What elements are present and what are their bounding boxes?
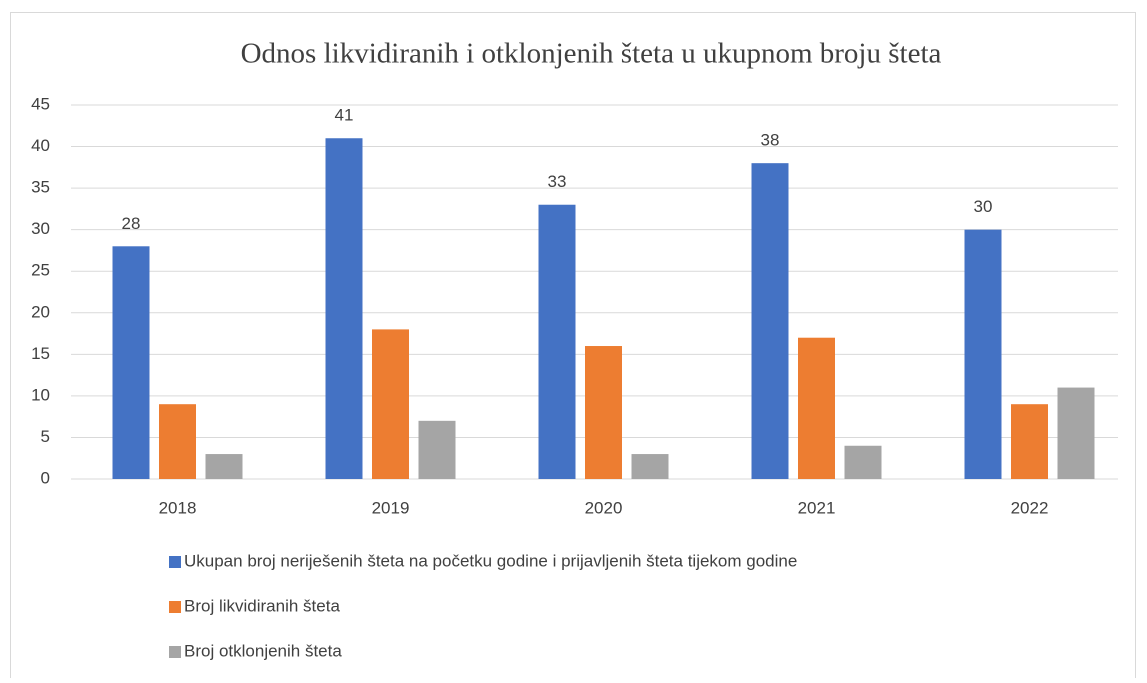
bar — [1011, 404, 1048, 479]
data-label: 38 — [761, 131, 780, 150]
legend-swatch — [169, 646, 181, 658]
bar — [1057, 387, 1095, 479]
legend-label: Ukupan broj neriješenih šteta na početku… — [184, 551, 797, 570]
x-tick-label: 2021 — [798, 498, 836, 517]
y-tick-label: 40 — [31, 136, 50, 155]
x-tick-label: 2020 — [585, 498, 623, 517]
x-tick-label: 2019 — [372, 498, 410, 517]
y-tick-label: 45 — [31, 94, 50, 113]
bar — [631, 454, 669, 479]
chart-title: Odnos likvidiranih i otklonjenih šteta u… — [241, 38, 942, 70]
data-label: 30 — [974, 197, 993, 216]
y-tick-label: 5 — [41, 427, 50, 446]
bar — [112, 246, 150, 479]
bar — [205, 454, 243, 479]
bar — [751, 163, 789, 479]
bar — [325, 138, 363, 479]
y-tick-label: 20 — [31, 302, 50, 321]
data-label: 33 — [548, 172, 567, 191]
legend-swatch — [169, 601, 181, 613]
y-tick-label: 25 — [31, 261, 50, 280]
legend-label: Broj otklonjenih šteta — [184, 641, 342, 660]
legend-label: Broj likvidiranih šteta — [184, 596, 340, 615]
y-tick-label: 30 — [31, 219, 50, 238]
bar — [538, 204, 576, 479]
bar — [844, 445, 882, 479]
bar — [798, 337, 835, 479]
bar — [418, 420, 456, 479]
bar — [585, 346, 622, 479]
chart-border — [10, 12, 1136, 683]
bar — [159, 404, 196, 479]
x-tick-label: 2018 — [159, 498, 197, 517]
bar — [372, 329, 409, 479]
data-label: 28 — [122, 214, 141, 233]
y-tick-label: 35 — [31, 178, 50, 197]
y-tick-label: 0 — [41, 468, 50, 487]
y-tick-label: 15 — [31, 344, 50, 363]
data-label: 41 — [335, 106, 354, 125]
x-tick-label: 2022 — [1011, 498, 1049, 517]
bar — [964, 229, 1002, 479]
y-tick-label: 10 — [31, 385, 50, 404]
legend-swatch — [169, 556, 181, 568]
